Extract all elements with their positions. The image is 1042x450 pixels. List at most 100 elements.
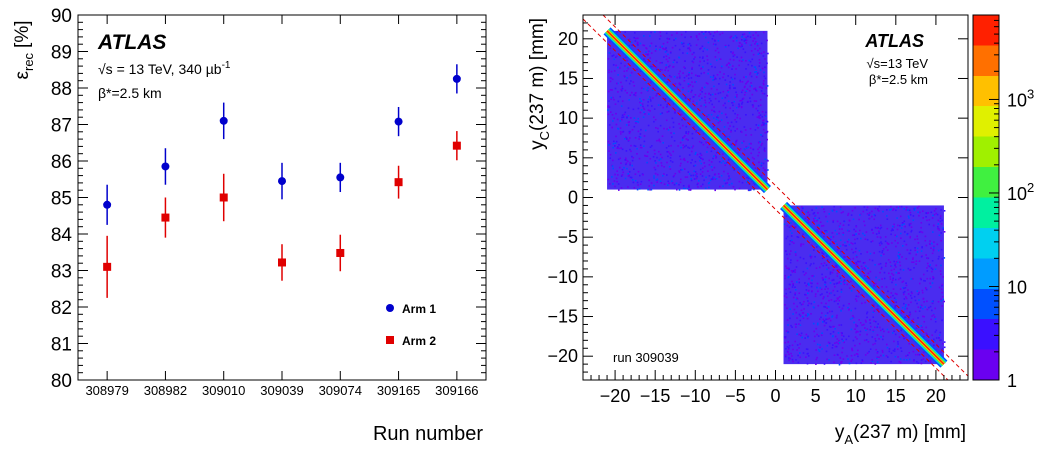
hit-dot	[636, 181, 639, 184]
hit-dot	[690, 178, 692, 180]
hit-dot	[918, 354, 921, 356]
hit-dot	[855, 295, 858, 297]
hit-dot	[723, 170, 725, 173]
hit-dot	[858, 292, 860, 294]
beta-label-right: β*=2.5 km	[869, 72, 928, 87]
hit-dot	[789, 291, 792, 293]
hit-dot	[920, 278, 922, 281]
hit-dot	[766, 131, 768, 134]
hit-dot	[693, 178, 696, 180]
hit-dot	[808, 214, 811, 216]
hit-dot	[830, 236, 832, 238]
hit-dot	[666, 161, 668, 164]
hit-dot	[895, 298, 897, 301]
hit-dot	[658, 95, 661, 97]
hit-dot	[690, 36, 692, 38]
hit-dot	[918, 347, 921, 350]
hit-dot	[859, 333, 861, 336]
hit-dot	[742, 140, 745, 143]
hit-dot	[732, 101, 734, 104]
y-axis-label-sub: rec	[21, 52, 36, 71]
hit-dot	[877, 309, 880, 311]
hit-dot	[701, 97, 703, 99]
hit-dot	[814, 217, 816, 219]
hit-dot	[643, 44, 646, 47]
hit-dot	[826, 291, 828, 294]
hit-dot	[670, 76, 672, 78]
hit-dot	[655, 45, 657, 47]
hit-dot	[869, 270, 872, 273]
hit-dot	[621, 148, 624, 151]
hit-dot	[625, 157, 627, 160]
hit-dot	[913, 295, 916, 298]
hit-dot	[761, 67, 764, 70]
hit-dot	[905, 243, 908, 246]
hit-dot	[685, 118, 687, 121]
hit-dot	[785, 237, 788, 240]
hit-dot	[836, 314, 838, 317]
hit-dot	[809, 254, 812, 256]
hit-dot	[884, 265, 887, 267]
hit-dot	[667, 151, 670, 153]
hit-dot	[709, 179, 712, 182]
hit-dot	[799, 302, 801, 304]
hit-dot	[859, 213, 862, 216]
hit-dot	[795, 359, 797, 361]
point-arm2	[219, 193, 228, 202]
hit-dot	[724, 182, 727, 185]
hit-dot	[608, 106, 611, 108]
hit-dot	[859, 214, 861, 216]
hit-dot	[937, 225, 939, 228]
hit-dot	[749, 44, 752, 46]
hit-dot	[899, 358, 902, 360]
hit-dot	[765, 122, 767, 125]
hit-dot	[866, 333, 868, 336]
hit-dot	[832, 289, 835, 292]
hit-dot	[866, 352, 869, 354]
hit-dot	[788, 267, 790, 270]
hit-dot	[636, 68, 638, 71]
hit-dot	[935, 264, 938, 267]
hit-dot	[881, 351, 884, 353]
hit-dot	[832, 335, 834, 337]
hit-dot	[745, 68, 747, 70]
hit-dot	[615, 135, 617, 138]
hit-dot	[819, 344, 821, 346]
hit-dot	[679, 164, 682, 167]
hit-dot	[644, 154, 646, 157]
hit-dot	[708, 31, 710, 33]
hit-dot	[919, 211, 921, 214]
hit-dot	[614, 103, 617, 105]
hit-dot	[631, 44, 633, 46]
hit-dot	[905, 284, 908, 287]
hit-dot	[848, 238, 850, 241]
hit-dot	[662, 174, 664, 177]
hit-dot	[929, 264, 931, 266]
hit-dot	[858, 342, 861, 345]
hit-dot	[740, 131, 743, 133]
hit-dot	[797, 236, 800, 239]
hit-dot	[832, 344, 834, 346]
hit-dot	[880, 266, 883, 269]
hit-dot	[714, 93, 717, 95]
hit-dot	[932, 248, 935, 251]
y-tick-label: 15	[558, 68, 578, 88]
hit-dot	[624, 111, 627, 114]
hit-dot	[826, 312, 829, 314]
hit-dot	[732, 104, 734, 107]
hit-dot	[940, 223, 943, 225]
hit-dot	[629, 162, 631, 164]
hit-dot	[691, 150, 693, 153]
hit-dot	[904, 337, 907, 339]
hit-dot	[840, 212, 843, 214]
hit-dot	[895, 209, 897, 212]
hit-dot	[939, 331, 942, 334]
hit-dot	[836, 290, 839, 292]
hit-dot	[662, 47, 664, 50]
hit-dot	[758, 62, 761, 64]
hit-dot	[706, 115, 708, 118]
hit-dot	[894, 348, 896, 350]
hit-dot	[894, 278, 897, 281]
hit-dot	[701, 157, 703, 160]
hit-dot	[920, 222, 923, 224]
